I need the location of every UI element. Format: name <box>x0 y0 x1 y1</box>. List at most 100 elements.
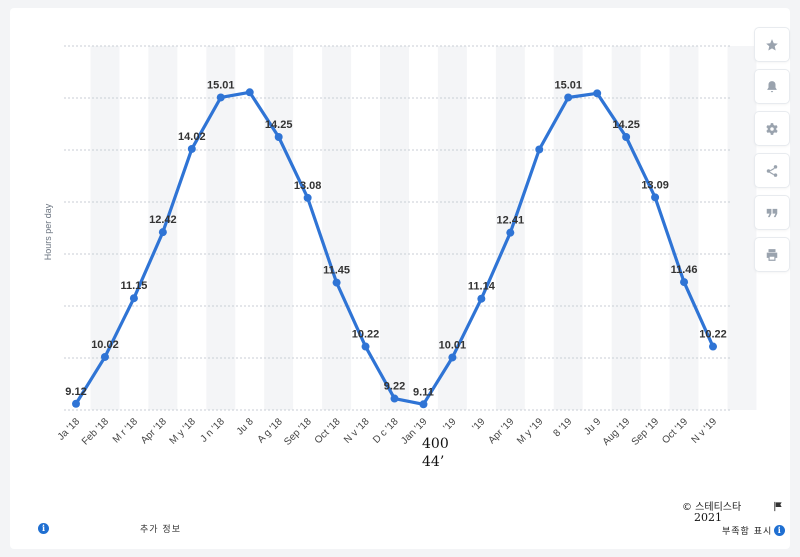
x-tick-label: Apr '19 <box>486 416 516 446</box>
print-button[interactable] <box>755 238 789 271</box>
y-axis-label: Hours per day <box>43 203 53 260</box>
band <box>727 46 757 410</box>
data-label: 10.02 <box>91 339 119 351</box>
show-source-label: 부족함 표시 <box>722 527 773 537</box>
more-info-label[interactable]: 추가 정보 <box>140 525 181 535</box>
band <box>553 46 583 410</box>
data-point <box>158 228 167 237</box>
source-year: 2021 <box>694 511 722 524</box>
source-credit[interactable]: © 스테티스타 <box>682 502 742 513</box>
share-button[interactable] <box>755 154 789 187</box>
data-label: 14.25 <box>612 119 640 131</box>
more-info-link[interactable]: i <box>38 523 49 534</box>
data-point <box>274 133 283 141</box>
data-point <box>332 278 341 287</box>
data-label: 10.01 <box>439 339 467 351</box>
band <box>264 46 294 410</box>
x-tick-label: '19 <box>470 416 487 433</box>
data-point <box>245 88 254 97</box>
info-icon: i <box>774 525 786 536</box>
x-tick-label: Ja '18 <box>56 416 83 443</box>
band <box>206 46 236 410</box>
x-tick-label: Ju 8 <box>235 416 256 437</box>
share-icon <box>766 164 778 177</box>
data-label: 10.22 <box>699 329 727 341</box>
notification-button[interactable] <box>755 70 789 103</box>
data-point <box>72 399 80 408</box>
data-label: 9.12 <box>65 386 86 398</box>
overlay-text: 44’ <box>422 454 445 470</box>
x-tick-label: Oct '18 <box>313 416 343 446</box>
show-source-link[interactable]: 부족함 표시 i <box>722 524 786 537</box>
x-tick-label: Ju 9 <box>582 416 603 437</box>
data-point <box>622 133 631 141</box>
data-label: 14.02 <box>178 131 206 143</box>
quote-icon <box>766 208 778 217</box>
x-tick-label: Sep '18 <box>282 416 314 448</box>
data-label: 9.22 <box>384 381 405 393</box>
favorite-button[interactable] <box>755 28 789 61</box>
info-icon: i <box>38 523 49 534</box>
report-flag[interactable] <box>772 499 784 517</box>
print-icon <box>766 248 778 261</box>
data-point <box>129 294 138 303</box>
x-tick-label: D c '18 <box>371 416 401 446</box>
data-label: 11.46 <box>671 264 698 276</box>
data-point <box>535 145 544 154</box>
data-label: 12.41 <box>497 215 525 227</box>
data-label: 15.01 <box>207 79 235 91</box>
data-label: 11.45 <box>323 265 350 277</box>
cite-button[interactable] <box>755 196 789 229</box>
data-label: 14.25 <box>265 119 293 131</box>
flag-icon <box>774 501 782 512</box>
data-label: 10.22 <box>352 329 380 341</box>
chart-card: Hours per day 9.12 10.02 11.15 12.42 14.02 15.… <box>10 8 790 549</box>
data-point <box>651 193 660 202</box>
data-point <box>448 353 457 362</box>
x-tick-label: M r '18 <box>111 416 140 445</box>
data-label: 13.08 <box>294 180 322 192</box>
settings-button[interactable] <box>755 112 789 145</box>
data-point <box>564 93 573 102</box>
x-tick-label: Feb '18 <box>80 416 111 447</box>
data-point <box>709 342 717 351</box>
data-label: 11.14 <box>468 281 496 293</box>
data-point <box>187 144 196 153</box>
x-tick-label: M y '19 <box>515 416 546 447</box>
x-tick-label: Aug '19 <box>601 416 633 448</box>
x-tick-label: J n '18 <box>198 416 227 445</box>
band <box>611 46 641 410</box>
data-label: 15.01 <box>554 79 582 91</box>
data-point <box>100 352 109 361</box>
x-tick-label: N v '19 <box>690 416 720 446</box>
data-point <box>390 394 399 403</box>
star-icon <box>766 38 778 51</box>
x-tick-label: Sep '19 <box>630 416 662 448</box>
line-chart: Hours per day 9.12 10.02 11.15 12.42 14.02 15.… <box>43 45 757 448</box>
x-tick-label: Oct '19 <box>660 416 690 446</box>
data-point <box>593 89 602 98</box>
overlay-text: 400 <box>422 436 449 452</box>
x-tick-label: N v '18 <box>342 416 372 446</box>
data-point <box>361 342 370 351</box>
data-point <box>216 93 225 102</box>
data-point <box>680 278 689 287</box>
band <box>322 46 352 410</box>
x-tick-label: A g '18 <box>256 416 285 445</box>
band <box>380 46 409 410</box>
data-point <box>477 294 486 303</box>
data-label: 9.11 <box>413 386 434 398</box>
x-tick-label: '19 <box>442 416 459 433</box>
band <box>90 46 120 410</box>
x-tick-label: M y '18 <box>168 416 199 447</box>
data-point <box>506 228 515 237</box>
data-point <box>419 400 428 409</box>
x-tick-label: 8 '19 <box>551 416 574 439</box>
band <box>437 46 467 410</box>
data-label: 13.09 <box>641 179 669 191</box>
data-label: 11.15 <box>120 280 147 292</box>
bell-icon <box>767 80 777 92</box>
data-point <box>303 193 312 202</box>
x-tick-label: Apr '18 <box>139 416 169 446</box>
band <box>669 46 699 410</box>
